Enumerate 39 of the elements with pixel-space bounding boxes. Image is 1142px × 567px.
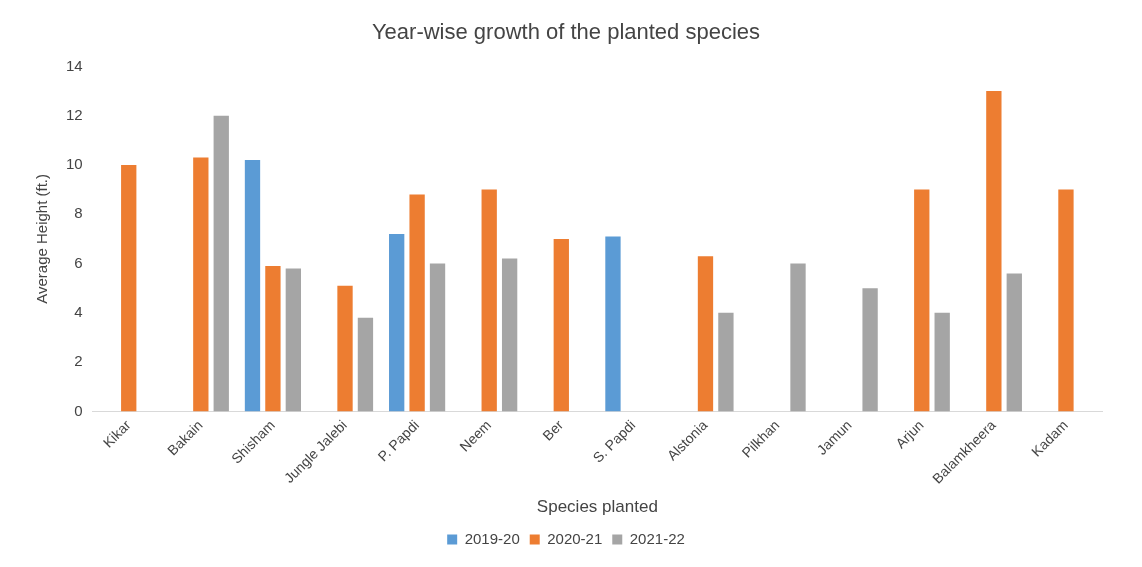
bar xyxy=(501,258,518,412)
bar xyxy=(409,194,425,412)
y-tick-label: 12 xyxy=(66,105,83,123)
bar xyxy=(389,233,405,412)
y-axis-title: Average Height (ft.) xyxy=(33,174,51,304)
bar xyxy=(790,263,806,412)
y-tick-label: 10 xyxy=(66,155,83,173)
y-tick-label: 8 xyxy=(74,204,83,222)
bar xyxy=(481,189,497,412)
chart-title: Year-wise growth of the planted species xyxy=(371,19,761,45)
bar xyxy=(285,268,302,412)
bar xyxy=(914,189,930,412)
x-axis-title: Species planted xyxy=(536,497,658,517)
bar xyxy=(193,157,209,412)
bar xyxy=(213,115,229,412)
bar xyxy=(605,236,621,412)
bar xyxy=(337,285,353,412)
y-tick-label: 2 xyxy=(74,352,83,370)
bar xyxy=(357,317,374,412)
bar xyxy=(697,256,714,412)
y-tick-label: 6 xyxy=(74,253,83,271)
bar xyxy=(718,312,734,412)
y-tick-label: 0 xyxy=(74,401,83,419)
bar xyxy=(553,238,569,412)
bar xyxy=(429,263,446,412)
bar xyxy=(986,91,1002,412)
legend-label: 2020-21 xyxy=(547,529,603,547)
bar xyxy=(265,266,281,412)
bar xyxy=(1058,189,1074,412)
x-tick-label: Ber xyxy=(539,416,567,444)
y-tick-label: 4 xyxy=(74,302,83,320)
bar xyxy=(862,288,878,412)
bar xyxy=(121,164,137,412)
legend-label: 2019-20 xyxy=(464,529,520,547)
bar xyxy=(934,312,950,412)
legend-label: 2021-22 xyxy=(629,529,685,547)
bar xyxy=(1006,273,1022,412)
y-tick-label: 14 xyxy=(66,56,83,74)
bar xyxy=(244,160,261,412)
